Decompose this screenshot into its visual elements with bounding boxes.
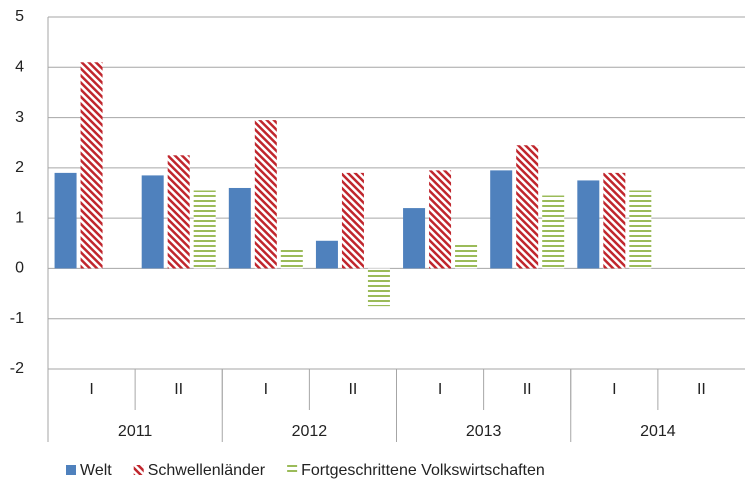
bar [193, 190, 216, 269]
bar [367, 268, 390, 307]
legend-label: Welt [80, 462, 112, 479]
y-tick-label: -2 [10, 360, 24, 377]
y-tick-label: 0 [15, 260, 24, 277]
bar [603, 172, 626, 269]
legend-swatch [66, 465, 76, 475]
bar [315, 240, 338, 269]
bar [516, 145, 539, 269]
y-tick-label: 3 [15, 109, 24, 126]
group-label: 2014 [640, 423, 676, 440]
bar [629, 190, 652, 269]
y-tick-label: 2 [15, 159, 24, 176]
x-tick-label: II [348, 381, 357, 398]
bar [54, 172, 77, 269]
bar [542, 195, 565, 269]
x-tick-label: I [264, 381, 268, 398]
bar [429, 170, 452, 269]
legend-label: Fortgeschrittene Volkswirtschaften [301, 462, 545, 479]
y-tick-label: 1 [15, 209, 24, 226]
x-tick-label: I [438, 381, 442, 398]
legend-swatch [133, 465, 144, 475]
bar [228, 187, 251, 269]
x-tick-label: II [697, 381, 706, 398]
bar [490, 170, 513, 269]
x-tick-label: II [523, 381, 532, 398]
bar [167, 155, 190, 269]
bar [280, 248, 303, 269]
bar [341, 172, 364, 269]
y-tick-label: 4 [15, 59, 24, 76]
x-tick-label: I [612, 381, 616, 398]
group-label: 2013 [466, 423, 502, 440]
group-label: 2012 [292, 423, 328, 440]
legend-swatch [287, 465, 298, 475]
bar [141, 175, 164, 269]
bar [455, 243, 478, 269]
bar [80, 62, 103, 269]
group-label: 2011 [118, 423, 153, 440]
x-tick-label: I [89, 381, 93, 398]
bar [254, 120, 277, 269]
y-tick-label: -1 [10, 310, 24, 327]
y-tick-label: 5 [15, 8, 24, 25]
bar [577, 180, 600, 269]
bar [403, 208, 426, 269]
x-tick-label: II [174, 381, 183, 398]
legend-label: Schwellenländer [148, 462, 266, 479]
